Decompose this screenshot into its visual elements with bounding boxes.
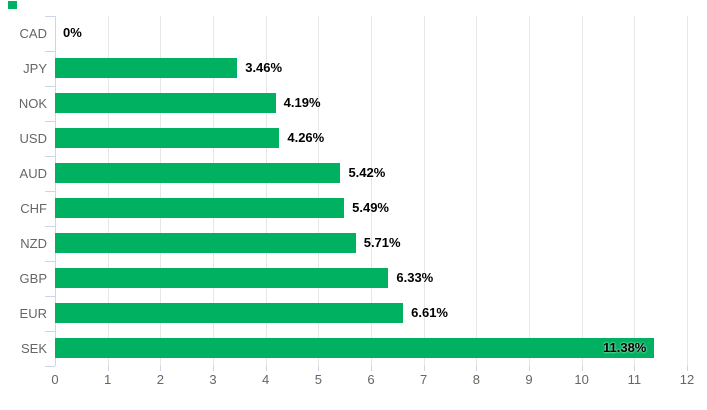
bar-row-eur: 6.61% <box>55 296 687 331</box>
bar-nok[interactable] <box>55 93 276 113</box>
x-axis-tick-label: 7 <box>420 372 428 387</box>
y-axis-tick-mark <box>45 226 55 227</box>
category-label-eur: EUR <box>19 306 47 321</box>
value-label-nok: 4.19% <box>283 95 321 110</box>
x-axis-tick-label: 4 <box>262 372 270 387</box>
value-label-usd: 4.26% <box>287 130 325 145</box>
x-axis-tick-mark <box>476 366 478 371</box>
gridline-x-7 <box>423 16 425 366</box>
bar-row-cad: 0% <box>55 16 687 51</box>
bar-chf[interactable] <box>55 198 345 218</box>
bar-row-usd: 4.26% <box>55 121 687 156</box>
bar-nzd[interactable] <box>55 233 356 253</box>
category-label-aud: AUD <box>19 166 47 181</box>
bar-gbp[interactable] <box>55 268 389 288</box>
category-label-cad: CAD <box>19 26 47 41</box>
y-axis-tick-mark <box>45 156 55 157</box>
bar-aud[interactable] <box>55 163 341 183</box>
value-label-eur: 6.61% <box>411 305 448 320</box>
value-label-aud: 5.42% <box>348 165 386 180</box>
gridline-x-3 <box>213 16 214 366</box>
gridline-x-11 <box>634 16 636 366</box>
x-axis-tick-mark <box>318 366 320 371</box>
value-label-chf: 5.49% <box>352 200 389 215</box>
gridline-x-10 <box>581 16 583 366</box>
value-label-jpy: 3.46% <box>245 60 283 75</box>
y-axis-tick-mark <box>45 366 55 367</box>
bar-row-nzd: 5.71% <box>55 226 687 261</box>
category-label-usd: USD <box>19 131 47 146</box>
x-axis-tick-label: 12 <box>679 372 695 387</box>
x-axis-tick-label: 3 <box>209 372 217 387</box>
value-label-sek: 11.38% <box>602 340 647 355</box>
value-label-gbp: 6.33% <box>396 270 434 285</box>
bar-jpy[interactable] <box>55 58 238 78</box>
x-axis-tick-label: 0 <box>51 372 59 387</box>
gridline-x-6 <box>371 16 372 366</box>
bar-row-gbp: 6.33% <box>55 261 687 296</box>
x-axis-tick-label: 11 <box>627 372 642 387</box>
category-label-nok: NOK <box>18 96 47 111</box>
x-axis-tick-mark <box>265 366 267 371</box>
legend-marker <box>8 1 17 9</box>
category-label-gbp: GBP <box>19 271 47 286</box>
bar-row-nok: 4.19% <box>55 86 687 121</box>
value-label-nzd: 5.71% <box>363 235 401 250</box>
y-axis-line <box>55 16 56 366</box>
y-axis-tick-mark <box>45 191 55 192</box>
x-axis-tick-mark <box>634 366 636 371</box>
y-axis-tick-mark <box>45 261 55 262</box>
bar-row-aud: 5.42% <box>55 156 687 191</box>
bar-sek[interactable] <box>55 338 655 358</box>
x-axis-tick-mark <box>213 366 214 371</box>
category-label-chf: CHF <box>20 201 47 216</box>
gridline-x-1 <box>107 16 109 366</box>
x-axis-tick-label: 6 <box>367 372 375 387</box>
y-axis-tick-mark <box>45 121 55 122</box>
x-axis-tick-mark <box>371 366 372 371</box>
x-axis-tick-label: 5 <box>314 372 322 387</box>
category-label-nzd: NZD <box>20 236 47 251</box>
plot-area: 0% 3.46% 4.19% 4.26% 5.42% 5.49% 5.71% 6.33% 6.6… <box>45 16 688 371</box>
x-axis-tick-mark <box>529 366 530 371</box>
x-axis-tick-label: 2 <box>156 372 164 387</box>
x-axis-tick-label: 8 <box>472 372 480 387</box>
x-axis-tick-mark <box>423 366 425 371</box>
y-axis-tick-mark <box>45 86 55 87</box>
x-axis-tick-mark <box>160 366 162 371</box>
category-label-jpy: JPY <box>23 61 47 76</box>
gridline-x-2 <box>160 16 162 366</box>
x-axis-tick-mark <box>687 366 688 371</box>
x-axis-tick-mark <box>107 366 109 371</box>
y-axis-tick-mark <box>45 331 55 332</box>
gridline-x-5 <box>318 16 320 366</box>
gridline-x-12 <box>687 16 688 366</box>
bar-usd[interactable] <box>55 128 280 148</box>
x-axis-tick-label: 9 <box>525 372 533 387</box>
category-label-sek: SEK <box>20 341 47 356</box>
value-label-cad: 0% <box>63 25 82 40</box>
bar-eur[interactable] <box>55 303 404 323</box>
gridline-x-9 <box>529 16 530 366</box>
x-axis-tick-label: 1 <box>104 372 112 387</box>
y-axis-tick-mark <box>45 16 55 17</box>
x-axis-tick-label: 10 <box>574 372 589 387</box>
y-axis-tick-mark <box>45 51 55 52</box>
x-axis-tick-labels: 0 1 2 3 4 5 6 7 8 9 10 11 12 <box>51 372 694 390</box>
y-axis-tick-mark <box>45 296 55 297</box>
bar-row-chf: 5.49% <box>55 191 687 226</box>
bar-row-sek: 11.38% <box>55 331 687 366</box>
gridline-x-8 <box>476 16 478 366</box>
gridline-x-4 <box>265 16 267 366</box>
bar-row-jpy: 3.46% <box>55 51 687 86</box>
x-axis-tick-mark <box>581 366 583 371</box>
